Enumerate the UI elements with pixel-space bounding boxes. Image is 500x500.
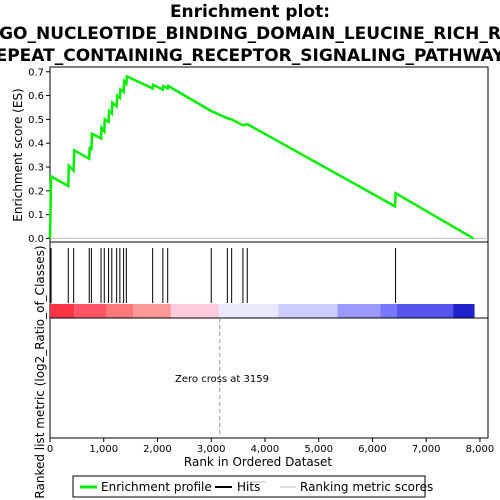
ranking-bar-segment bbox=[74, 304, 107, 318]
es-y-tick-label: 0.7 bbox=[28, 67, 44, 78]
legend-ranking-label: Ranking metric scores bbox=[300, 480, 433, 494]
es-panel-frame bbox=[49, 66, 489, 243]
es-y-tick-label: 0.0 bbox=[28, 234, 44, 245]
ranking-metric-bar bbox=[50, 304, 475, 318]
x-tick-label: 4,000 bbox=[251, 444, 280, 455]
legend-hits-label: Hits bbox=[237, 480, 260, 494]
x-tick-label: 0 bbox=[47, 444, 53, 455]
legend-enrichment-label: Enrichment profile bbox=[101, 480, 212, 494]
chart-title-line-2: GO_NUCLEOTIDE_BINDING_DOMAIN_LEUCINE_RIC… bbox=[0, 24, 500, 44]
x-axis-label: Rank in Ordered Dataset bbox=[184, 455, 332, 469]
x-tick-label: 7,000 bbox=[412, 444, 441, 455]
x-tick-label: 2,000 bbox=[143, 444, 172, 455]
x-tick-label: 1,000 bbox=[89, 444, 118, 455]
x-axis-ticks: 0 1,000 2,000 3,000 4,000 5,000 6,000 7,000 8,00… bbox=[47, 438, 494, 455]
hits-marks bbox=[50, 248, 397, 303]
metric-y-axis-label: Ranked list metric (log2_Ratio_of_Classe… bbox=[33, 245, 47, 498]
ranking-bar-segment bbox=[380, 304, 397, 318]
es-y-tick-label: 0.2 bbox=[28, 186, 44, 197]
es-y-axis-label: Enrichment score (ES) bbox=[11, 88, 25, 221]
ranking-bar-segment bbox=[278, 304, 338, 318]
chart-title-line-1: Enrichment plot: bbox=[170, 2, 330, 22]
ranking-bar-segment bbox=[106, 304, 134, 318]
es-y-tick-label: 0.4 bbox=[28, 139, 44, 150]
es-y-tick-label: 0.5 bbox=[28, 115, 44, 126]
ranking-bar-segment bbox=[453, 304, 475, 318]
ranking-bar-segment bbox=[396, 304, 454, 318]
ranking-bar-segment bbox=[50, 304, 75, 318]
ranking-bar-segment bbox=[170, 304, 220, 318]
x-tick-label: 3,000 bbox=[197, 444, 226, 455]
enrichment-profile-line bbox=[48, 74, 475, 240]
x-tick-label: 8,000 bbox=[466, 444, 495, 455]
ranking-bar-segment bbox=[219, 304, 279, 318]
es-y-tick-label: 0.3 bbox=[28, 163, 44, 174]
x-tick-label: 5,000 bbox=[304, 444, 333, 455]
es-y-tick-label: 0.6 bbox=[28, 91, 44, 102]
zero-cross-annotation: Zero cross at 3159 bbox=[175, 374, 269, 385]
x-tick-label: 6,000 bbox=[358, 444, 387, 455]
chart-title-line-3: EPEAT_CONTAINING_RECEPTOR_SIGNALING_PATH… bbox=[0, 46, 500, 66]
ranking-bar-segment bbox=[337, 304, 381, 318]
es-y-ticks: 0.0 0.1 0.2 0.3 0.4 0.5 0.6 0.7 bbox=[28, 67, 50, 245]
legend-box bbox=[72, 475, 426, 498]
es-y-tick-label: 0.1 bbox=[28, 210, 44, 221]
metric-panel-frame bbox=[49, 317, 489, 439]
ranking-bar-segment bbox=[133, 304, 171, 318]
